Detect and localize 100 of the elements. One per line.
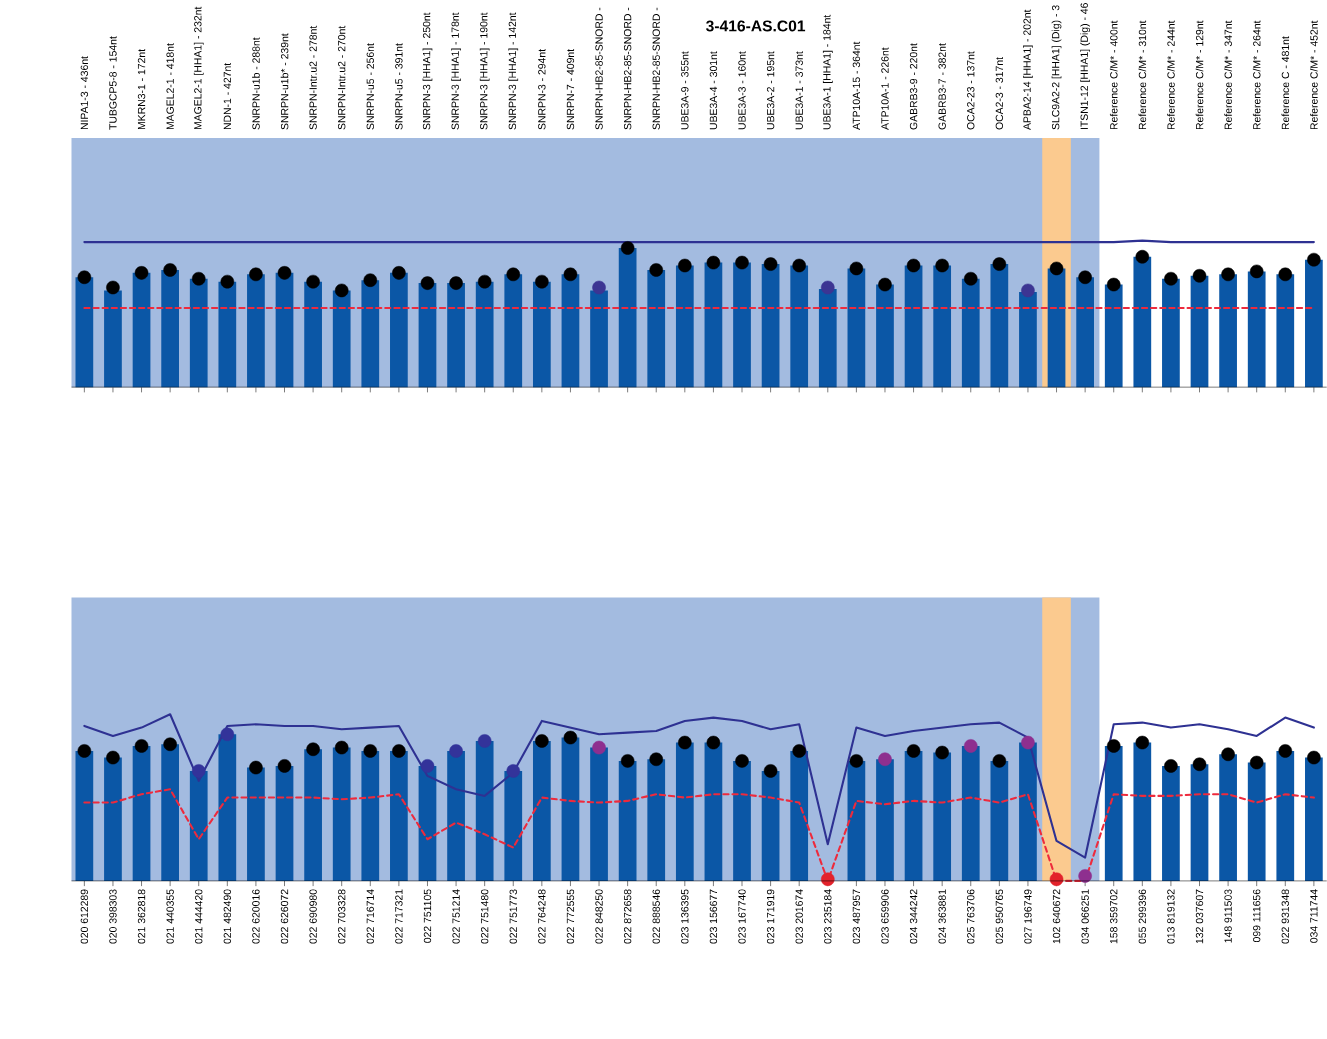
- point: [449, 276, 463, 290]
- bar: [532, 740, 551, 881]
- point: [620, 754, 635, 768]
- point: [935, 745, 949, 760]
- x-tick-label: UBE3A-1 - 373nt: [795, 51, 803, 130]
- x-tick-label: 022 848250: [595, 889, 603, 944]
- bar: [704, 742, 723, 881]
- point: [649, 752, 663, 766]
- x-tick-label: APBA2-14 [HHA1] - 202nt: [1023, 9, 1033, 130]
- point: [678, 258, 692, 273]
- bar: [75, 277, 94, 388]
- x-tick-label: 022 703328: [338, 889, 346, 944]
- bar: [504, 274, 523, 388]
- bar: [104, 290, 122, 388]
- x-tick-label: UBE3A-3 - 160nt: [738, 51, 746, 130]
- point: [906, 744, 921, 758]
- point: [821, 872, 835, 886]
- x-tick-label: 025 763706: [967, 889, 975, 944]
- point: [363, 744, 378, 758]
- x-tick-label: 023 167740: [738, 889, 746, 944]
- point: [477, 734, 492, 748]
- x-tick-label: MAGEL2-1 - 418nt: [166, 43, 174, 130]
- point: [1278, 267, 1293, 282]
- bar: [218, 281, 237, 388]
- point: [963, 739, 978, 753]
- bar: [1133, 742, 1152, 881]
- x-tick-label: UBE3A-4 - 301nt: [709, 51, 718, 130]
- x-tick-label: GABRB3-7 - 382nt: [938, 43, 946, 130]
- bar: [961, 745, 980, 881]
- x-tick-label: UBE3A-2 - 195nt: [766, 51, 775, 130]
- bar: [618, 760, 637, 881]
- x-tick-label: 022 717321: [395, 889, 403, 944]
- point: [592, 740, 606, 755]
- x-tick-label: 022 751773: [509, 889, 517, 944]
- bar: [361, 280, 380, 388]
- point: [992, 754, 1007, 768]
- x-tick-label: 013 819132: [1167, 889, 1175, 944]
- x-tick-label: SNRPN-3 [HHA1] - 250nt: [422, 12, 433, 130]
- x-tick-label: Reference C/M* - 244nt: [1167, 20, 1175, 130]
- bar: [1247, 271, 1266, 388]
- bar: [1104, 284, 1123, 388]
- x-tick-label: SNRPN-Intr.u2 - 270nt: [338, 25, 346, 130]
- bar: [447, 750, 465, 881]
- bar: [618, 247, 637, 388]
- bar: [132, 745, 151, 881]
- point: [249, 760, 263, 775]
- point: [334, 740, 349, 755]
- point: [906, 258, 921, 273]
- x-tick-label: Reference C/M* - 264nt: [1252, 20, 1261, 130]
- x-tick-label: 148 911503: [1224, 889, 1232, 943]
- point: [992, 257, 1007, 271]
- x-tick-label: Reference C/M* - 347nt: [1224, 20, 1232, 130]
- bar: [961, 278, 980, 388]
- x-tick-label: SNRPN-HB2-85-SNORD -: [595, 7, 603, 130]
- bar: [390, 750, 408, 881]
- x-tick-label: SNRPN-u5 - 256nt: [366, 43, 374, 130]
- x-tick-label: 022 872658: [623, 889, 632, 944]
- x-tick-label: 022 931348: [1281, 889, 1289, 944]
- point: [420, 759, 435, 773]
- x-tick-label: GABRB3-9 - 220nt: [909, 43, 918, 130]
- bar: [876, 284, 894, 388]
- x-tick-label: 023 156677: [709, 889, 718, 944]
- point: [1192, 268, 1207, 283]
- x-tick-label: 025 950765: [995, 889, 1004, 944]
- point: [706, 735, 721, 750]
- x-tick-label: 022 626072: [280, 889, 289, 944]
- bar: [733, 760, 751, 881]
- point: [1106, 739, 1121, 753]
- point: [191, 764, 206, 778]
- x-tick-label: MAGEL2-1 [HHA1] - 232nt: [193, 6, 204, 130]
- bar: [1276, 750, 1295, 881]
- x-tick-label: 022 716714: [366, 889, 374, 944]
- bar: [390, 272, 408, 388]
- bar: [304, 281, 322, 388]
- x-tick-label: 158 359702: [1110, 889, 1118, 944]
- point: [163, 263, 177, 277]
- bar: [790, 265, 809, 388]
- point: [392, 744, 406, 758]
- point: [849, 261, 864, 276]
- point: [334, 283, 349, 298]
- bar: [675, 265, 694, 388]
- point: [849, 754, 864, 768]
- point: [1221, 267, 1235, 282]
- x-tick-label: SNRPN-u5 - 391nt: [395, 43, 403, 130]
- x-tick-label: 023 171919: [766, 889, 775, 944]
- x-tick-label: SNRPN-u1b* - 239nt: [280, 33, 289, 130]
- x-tick-label: 020 612289: [80, 889, 89, 944]
- x-tick-label: ATP10A-1 - 226nt: [881, 47, 889, 130]
- bar: [1305, 259, 1323, 388]
- x-tick-label: 024 344242: [909, 889, 918, 944]
- x-tick-label: 021 444420: [195, 889, 203, 944]
- x-tick-label: 023 659906: [881, 889, 889, 944]
- x-tick-label: 102 640672: [1052, 889, 1061, 944]
- x-tick-label: Reference C - 481nt: [1281, 36, 1290, 130]
- bar: [532, 281, 551, 388]
- bar: [1247, 762, 1266, 881]
- x-tick-label: SNRPN-Intr.u2 - 278nt: [309, 25, 317, 130]
- point: [1249, 264, 1264, 279]
- point: [1192, 757, 1207, 771]
- x-tick-label: SNRPN-3 - 294nt: [538, 48, 546, 130]
